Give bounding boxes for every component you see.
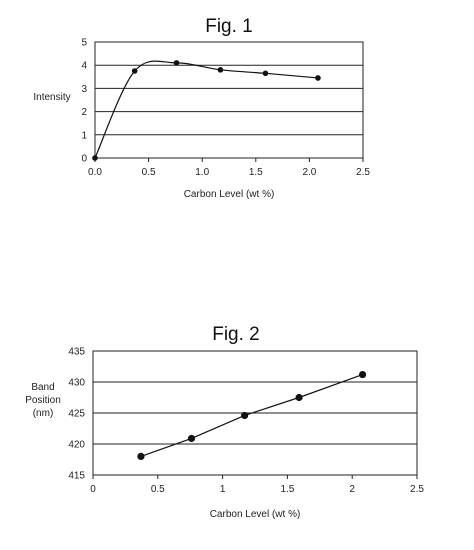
fig2-y-tick-label: 435: [68, 347, 85, 358]
fig1-x-tick-label: 1.0: [195, 167, 209, 178]
fig1-data-point: [131, 68, 138, 74]
fig2-x-axis-label: Carbon Level (wt %): [210, 509, 301, 520]
fig1-y-tick-label: 4: [81, 61, 87, 72]
fig1-title: Fig. 1: [205, 16, 253, 37]
fig2-y-tick-label: 425: [68, 409, 85, 420]
fig1-series-line: [94, 60, 319, 159]
fig2-x-tick-label: 0: [90, 484, 96, 495]
fig2-x-tick-label: 2.5: [410, 484, 424, 495]
fig1-x-tick-label: 0.5: [142, 167, 156, 178]
fig2-data-point: [187, 434, 196, 443]
fig2-x-tick-label: 1: [220, 484, 226, 495]
fig1-x-tick-label: 0.0: [88, 167, 102, 178]
fig2-y-tick-label: 415: [68, 471, 85, 482]
fig2-x-tick-label: 2: [349, 484, 355, 495]
fig2-data-point: [295, 393, 303, 402]
fig1-data-point: [315, 75, 321, 81]
fig1-x-tick-label: 2.0: [302, 167, 316, 178]
fig1-data-point: [92, 155, 98, 161]
fig2-y-tick-label: 420: [68, 440, 85, 451]
fig1-data-point: [217, 67, 224, 73]
fig1-y-tick-label: 1: [81, 130, 87, 141]
fig1-data-point: [173, 60, 180, 66]
fig2-x-tick-label: 0.5: [151, 484, 165, 495]
fig2-data-point: [358, 370, 367, 379]
fig2-y-axis-label-line: (nm): [33, 408, 54, 419]
fig1-x-tick-label: 1.5: [249, 167, 263, 178]
fig2-data-point: [241, 411, 249, 420]
fig1-x-axis-label: Carbon Level (wt %): [184, 189, 275, 200]
fig2-data-point: [137, 452, 145, 460]
fig1-x-tick-label: 2.5: [356, 167, 370, 178]
fig1-plot-frame: [94, 41, 364, 159]
fig2-y-axis-label-line: Band: [31, 382, 54, 393]
fig2-title: Fig. 2: [212, 324, 260, 345]
fig1-y-tick-label: 2: [81, 107, 87, 118]
fig2-y-tick-label: 430: [68, 378, 85, 389]
fig1-y-tick-label: 5: [81, 38, 87, 49]
fig2-plot-frame: [92, 350, 418, 476]
fig1-y-axis-label: Intensity: [33, 92, 70, 103]
fig1-y-tick-label: 0: [81, 154, 87, 165]
fig1-y-tick-label: 3: [81, 84, 87, 95]
fig2-x-tick-label: 1.5: [280, 484, 294, 495]
fig2-y-axis-label-line: Position: [25, 395, 61, 406]
fig1-data-point: [262, 70, 269, 77]
